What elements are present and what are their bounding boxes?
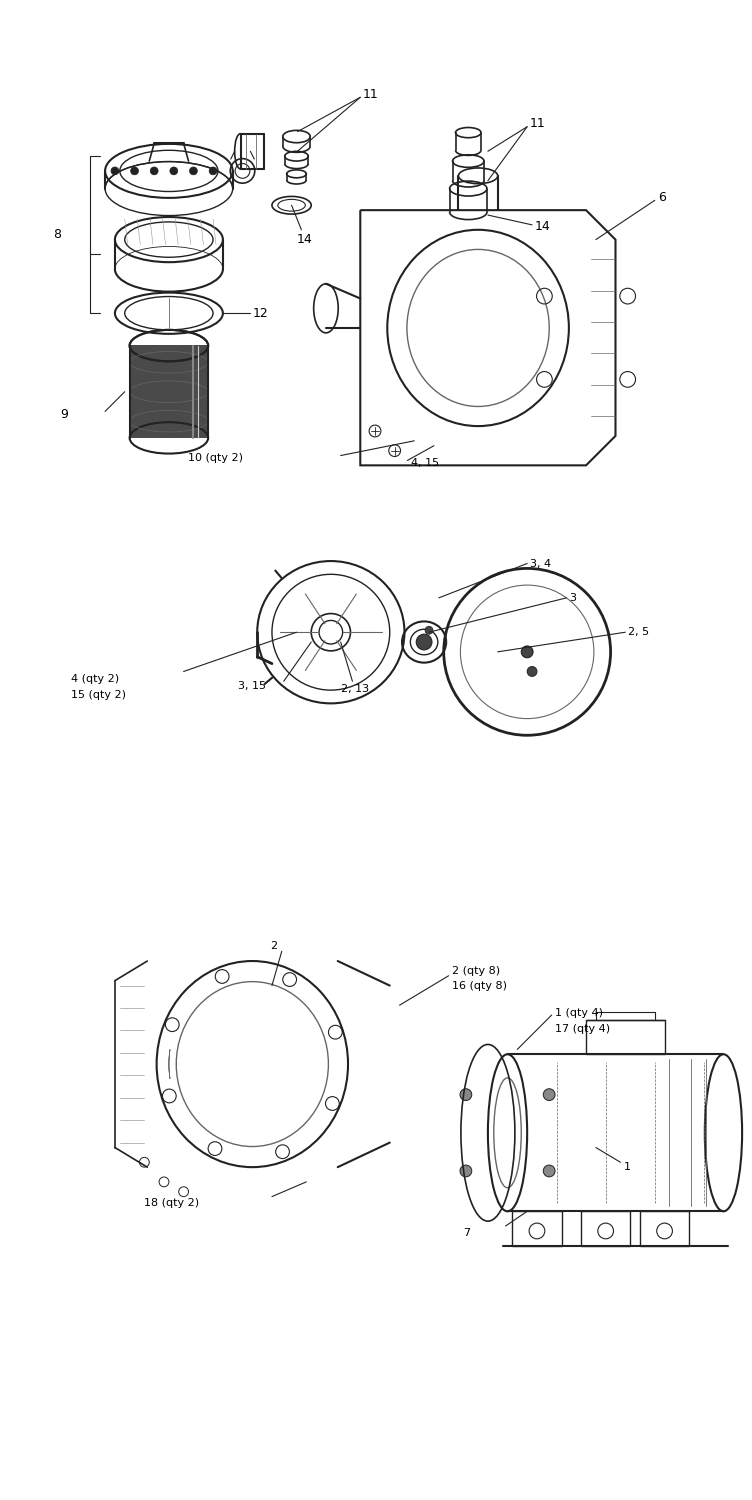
- Text: 4 (qty 2): 4 (qty 2): [71, 675, 119, 684]
- Text: 1 (qty 4): 1 (qty 4): [555, 1008, 602, 1019]
- Text: 12: 12: [253, 306, 268, 320]
- Text: 11: 11: [362, 88, 378, 101]
- Circle shape: [543, 1166, 555, 1178]
- Circle shape: [131, 166, 138, 176]
- Text: 14: 14: [296, 232, 312, 246]
- Circle shape: [543, 1089, 555, 1101]
- Text: 2, 5: 2, 5: [628, 627, 650, 638]
- Text: 15 (qty 2): 15 (qty 2): [71, 690, 126, 700]
- Circle shape: [521, 646, 533, 657]
- Text: 17 (qty 4): 17 (qty 4): [555, 1024, 610, 1033]
- Text: 3: 3: [569, 592, 576, 603]
- Text: 7: 7: [463, 1228, 471, 1238]
- Text: 18 (qty 2): 18 (qty 2): [144, 1198, 199, 1209]
- Text: 8: 8: [53, 228, 61, 242]
- Circle shape: [111, 166, 119, 176]
- Text: 10 (qty 2): 10 (qty 2): [187, 453, 242, 462]
- Bar: [581, 1212, 630, 1245]
- Text: 2 (qty 8): 2 (qty 8): [452, 966, 499, 976]
- Text: 11: 11: [530, 117, 546, 130]
- Text: 3, 15: 3, 15: [238, 681, 265, 692]
- Circle shape: [460, 1089, 472, 1101]
- Circle shape: [527, 666, 537, 676]
- Text: 2, 13: 2, 13: [341, 684, 368, 694]
- Bar: [512, 1212, 562, 1245]
- Circle shape: [209, 166, 217, 176]
- Circle shape: [150, 166, 158, 176]
- Text: 14: 14: [535, 220, 550, 234]
- Text: 16 (qty 8): 16 (qty 8): [452, 981, 507, 990]
- Circle shape: [460, 1166, 472, 1178]
- Bar: [640, 1212, 689, 1245]
- Text: 9: 9: [60, 408, 68, 422]
- Text: 6: 6: [658, 190, 666, 204]
- Circle shape: [417, 634, 432, 650]
- Text: 1: 1: [623, 1162, 630, 1172]
- Bar: [129, 345, 208, 438]
- Circle shape: [425, 627, 433, 634]
- Text: 3, 4: 3, 4: [530, 558, 551, 568]
- Bar: [586, 1020, 665, 1054]
- Text: 4, 15: 4, 15: [411, 459, 439, 468]
- Circle shape: [190, 166, 197, 176]
- Circle shape: [170, 166, 177, 176]
- Text: 2: 2: [270, 942, 277, 951]
